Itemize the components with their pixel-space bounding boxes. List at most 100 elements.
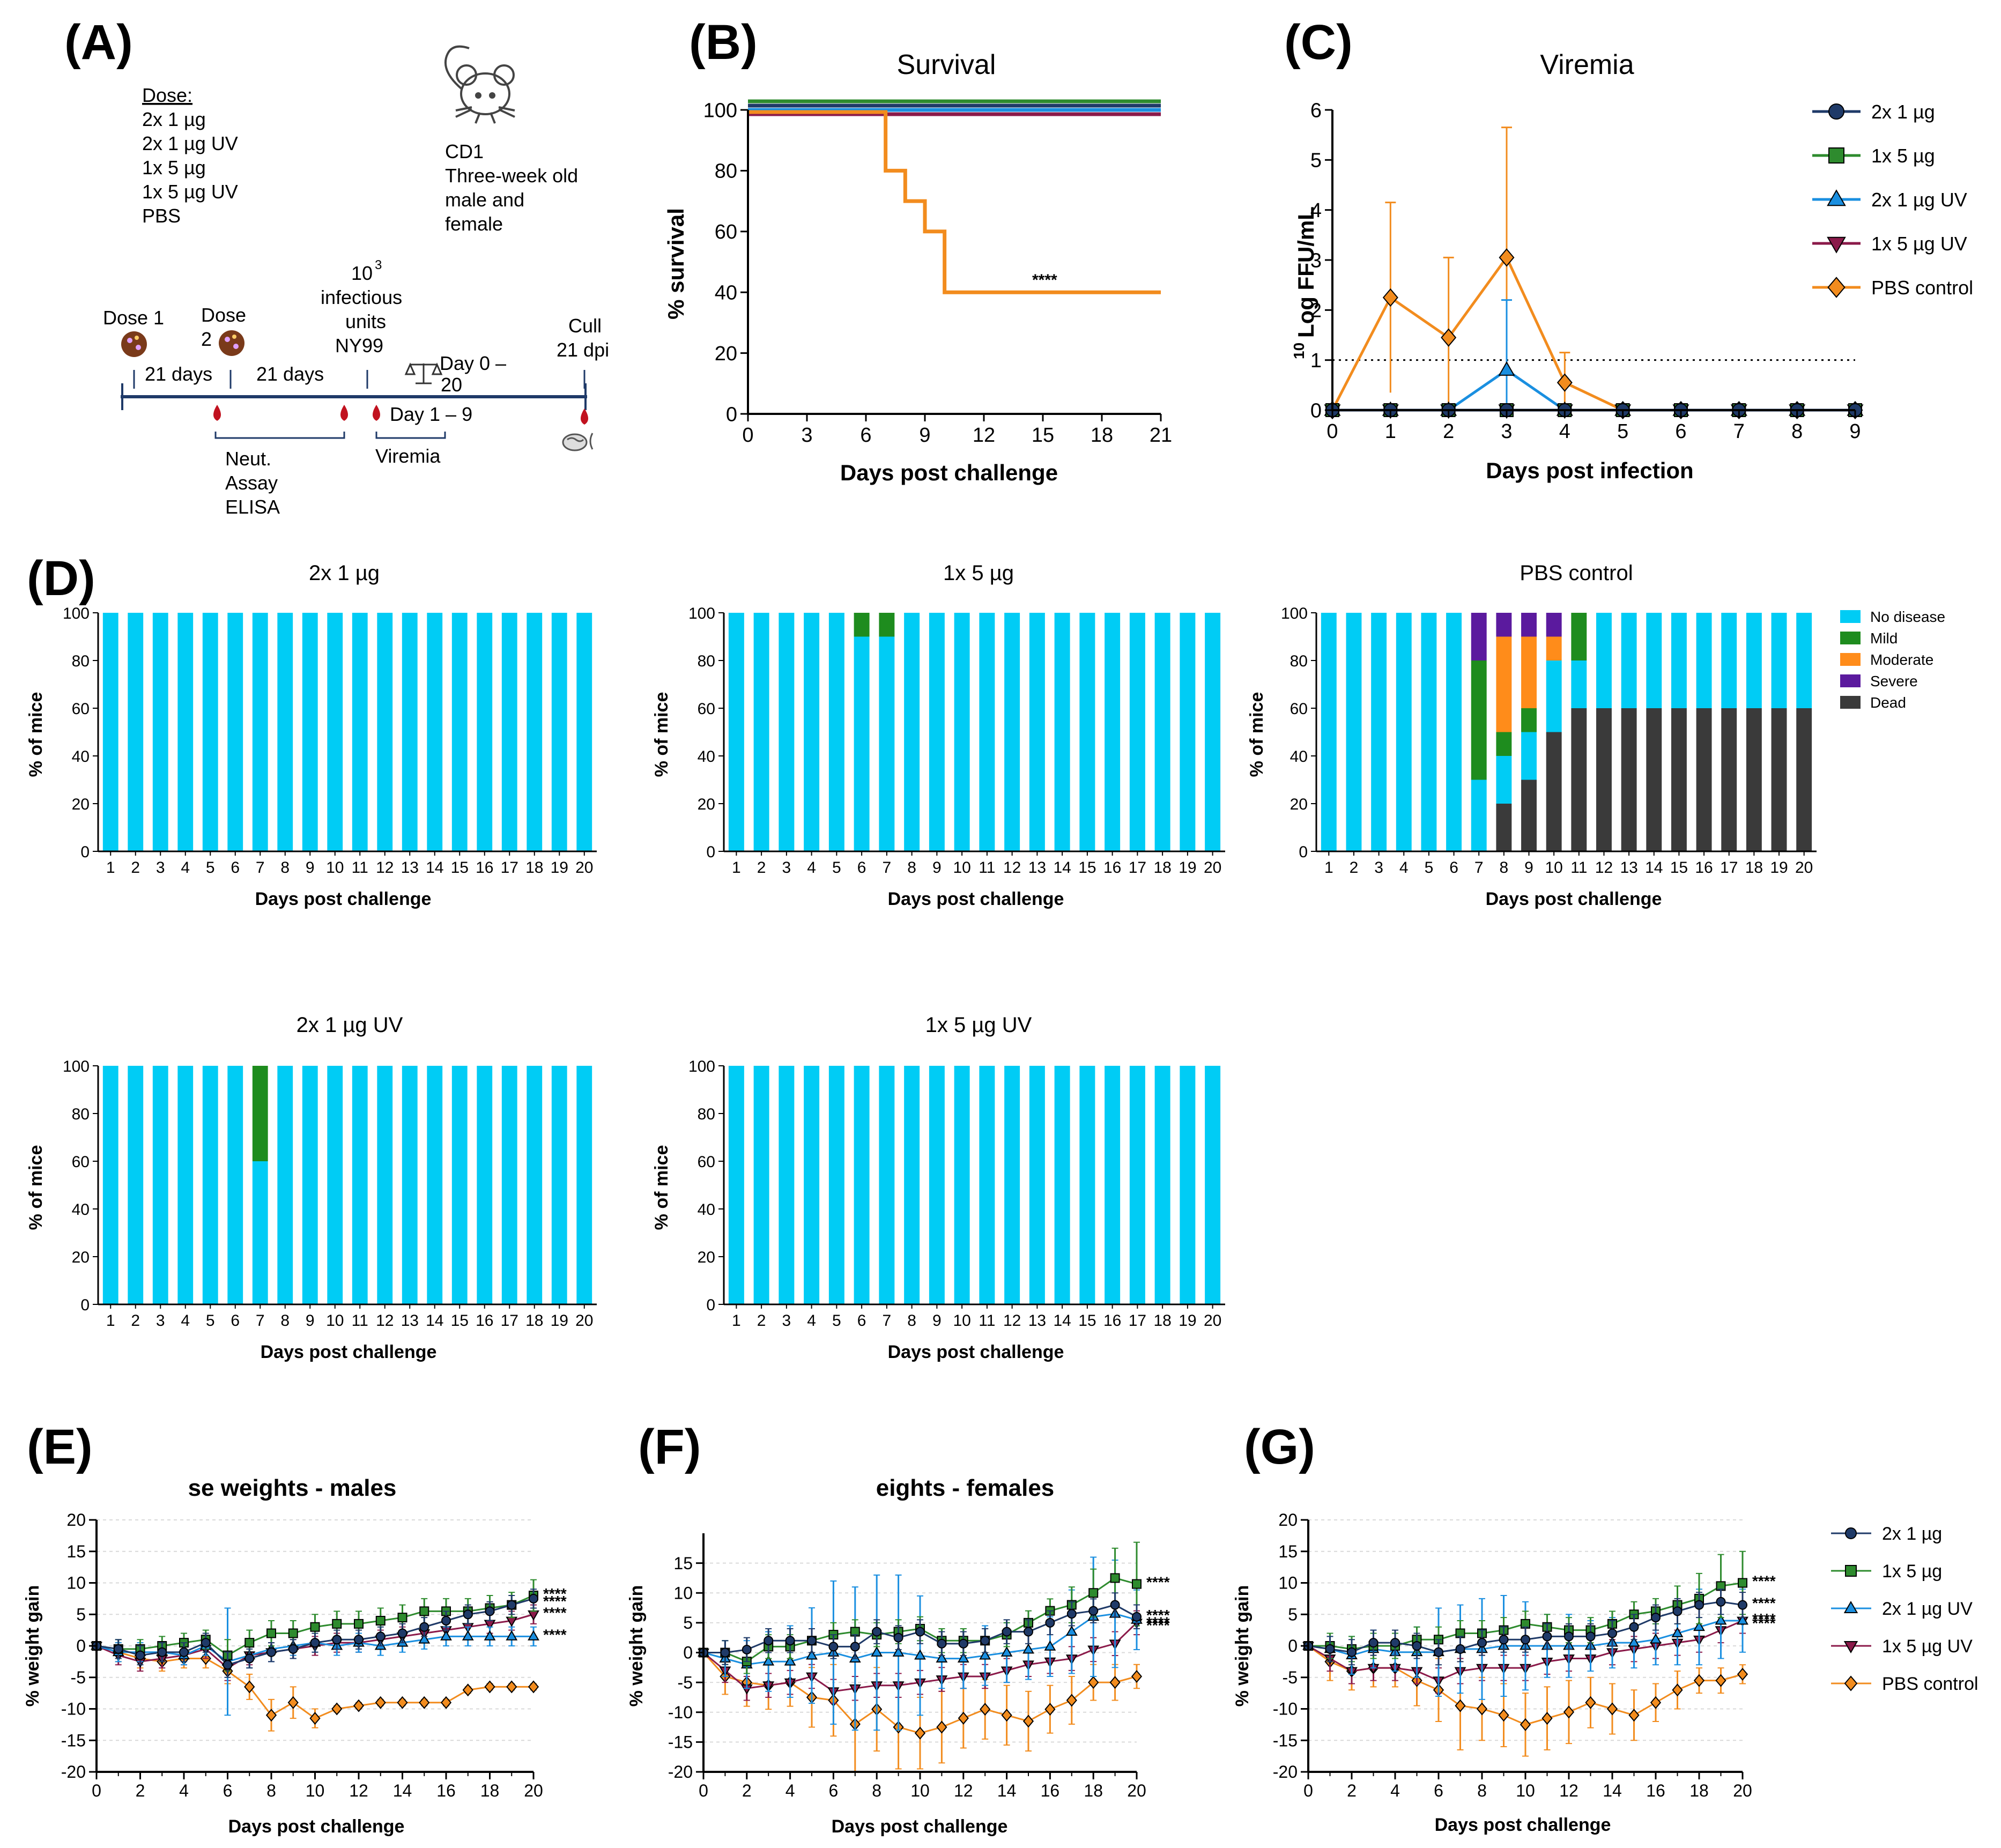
- bar-dead: [1546, 732, 1562, 851]
- data-point-2x-1-ug: [1434, 1647, 1443, 1657]
- bar-no-disease: [227, 1066, 243, 1304]
- y-tick-label: 60: [1290, 700, 1308, 718]
- data-point-pbs-control: [1022, 1715, 1034, 1728]
- bar-no-disease: [1396, 613, 1412, 851]
- data-point-pbs-control: [1715, 1674, 1726, 1687]
- bar-no-disease: [1205, 613, 1221, 851]
- bar-no-disease: [427, 613, 443, 851]
- data-point-2x-1-ug: [958, 1638, 968, 1649]
- data-point-2x-1-ug: [1066, 1609, 1077, 1619]
- bar-no-disease: [477, 1066, 493, 1304]
- data-point-pbs-control: [1476, 1702, 1488, 1716]
- data-point-2x-1-ug: [893, 1632, 903, 1643]
- significance-annotation: ****: [1146, 1607, 1170, 1623]
- y-tick-label: 100: [688, 605, 715, 622]
- x-tick-label: 7: [256, 1312, 265, 1330]
- data-point-2x-1-ug-uv: [1693, 1621, 1705, 1631]
- x-tick-label: 4: [181, 859, 190, 877]
- chart-g-xlabel: Days post challenge: [1435, 1815, 1611, 1835]
- legend-label: 1x 5 µg UV: [1882, 1636, 1973, 1657]
- bar-no-disease: [929, 1066, 945, 1304]
- x-tick-label: 16: [476, 1312, 493, 1330]
- legend-label: 2x 1 µg UV: [1871, 189, 1967, 211]
- data-point-2x-1-ug: [1629, 1622, 1639, 1632]
- data-point-2x-1-ug-uv: [440, 1630, 452, 1641]
- x-tick-label: 10: [1516, 1781, 1535, 1800]
- data-point-pbs-control: [1672, 1683, 1683, 1697]
- y-tick-label: -5: [678, 1673, 693, 1692]
- panel-label-f: (F): [638, 1420, 701, 1474]
- dose-line-2: 2x 1 µg UV: [142, 132, 238, 154]
- panel-label-a: (A): [64, 15, 133, 70]
- chart-f-xlabel: Days post challenge: [832, 1816, 1008, 1837]
- x-tick-label: 9: [932, 1312, 942, 1330]
- bar-no-disease: [1621, 613, 1637, 708]
- x-tick-label: 5: [832, 1312, 841, 1330]
- bar-no-disease: [527, 613, 543, 851]
- x-tick-label: 6: [231, 1312, 240, 1330]
- bar-no-disease: [377, 613, 393, 851]
- dose-line-4: 1x 5 µg UV: [142, 181, 238, 203]
- bar-no-disease: [1105, 613, 1121, 851]
- x-tick-label: 4: [179, 1781, 189, 1800]
- chart-d2-title: 1x 5 µg: [943, 561, 1014, 585]
- x-tick-label: 19: [551, 859, 568, 877]
- bar-severe: [1521, 613, 1537, 637]
- x-tick-label: 7: [256, 859, 265, 877]
- bar-no-disease: [1154, 613, 1170, 851]
- chart-f: eights - females % weight gain Days post…: [626, 1475, 1170, 1837]
- bar-no-disease: [451, 1066, 468, 1304]
- infect-exponent: 3: [375, 258, 382, 272]
- brain-icon: [562, 433, 594, 451]
- data-point-1x-5-ug: [266, 1628, 276, 1638]
- data-point-2x-1-ug-uv: [1628, 1636, 1640, 1647]
- bar-no-disease: [576, 1066, 592, 1304]
- x-tick-label: 20: [1733, 1781, 1752, 1800]
- chart-d4: 2x 1 µg UV % of mice Days post challenge…: [26, 1013, 597, 1362]
- bar-no-disease: [427, 1066, 443, 1304]
- panel-label-b: (B): [689, 15, 758, 70]
- x-tick-label: 14: [997, 1781, 1017, 1800]
- data-point-2x-1-ug: [223, 1660, 233, 1670]
- data-point-2x-1-ug: [310, 1638, 320, 1648]
- dose1-label: Dose 1: [103, 307, 164, 329]
- bar-no-disease: [804, 1066, 820, 1304]
- x-tick-label: 15: [1078, 859, 1096, 877]
- legend-marker-2x-1-ug-uv: [1827, 189, 1846, 206]
- bar-no-disease: [1029, 1066, 1045, 1304]
- bar-no-disease: [128, 613, 144, 851]
- bar-dead: [1521, 780, 1537, 851]
- y-tick-label: 0: [1299, 843, 1308, 861]
- x-tick-label: 18: [1153, 859, 1171, 877]
- bar-moderate: [1546, 636, 1562, 660]
- x-tick-label: 19: [1770, 859, 1788, 877]
- bar-no-disease: [1205, 1066, 1221, 1304]
- x-tick-label: 11: [352, 859, 368, 877]
- legend-label: Dead: [1870, 694, 1906, 711]
- legend-marker-2x-1-ug: [1828, 103, 1844, 120]
- significance-annotation: ****: [1752, 1615, 1776, 1631]
- data-point-1x-5-ug: [1088, 1588, 1099, 1598]
- x-tick-label: 6: [223, 1781, 233, 1800]
- data-point-2x-1-ug-uv: [762, 1655, 775, 1666]
- data-point-2x-1-ug-uv: [1000, 1646, 1013, 1657]
- significance-annotation: ****: [543, 1585, 567, 1602]
- data-point-1x-5-ug: [375, 1616, 386, 1626]
- bar-no-disease: [753, 1066, 769, 1304]
- x-tick-label: 13: [1028, 859, 1046, 877]
- bar-no-disease: [779, 613, 795, 851]
- data-point-2x-1-ug: [1368, 1638, 1379, 1648]
- x-tick-label: 6: [829, 1781, 839, 1800]
- mouse-line-1: CD1: [445, 140, 484, 162]
- x-tick-label: 4: [807, 859, 816, 877]
- legend-swatch-mild: [1840, 632, 1861, 644]
- day0-line-2: 20: [441, 374, 462, 396]
- x-tick-label: 6: [1675, 420, 1686, 443]
- bar-moderate: [1521, 636, 1537, 708]
- bar-no-disease: [1746, 613, 1762, 708]
- x-tick-label: 10: [953, 859, 970, 877]
- x-tick-label: 10: [953, 1312, 970, 1330]
- data-point-1x-5-ug: [397, 1613, 407, 1623]
- legend-label: Mild: [1870, 630, 1898, 647]
- data-point-2x-1-ug-uv: [871, 1646, 883, 1657]
